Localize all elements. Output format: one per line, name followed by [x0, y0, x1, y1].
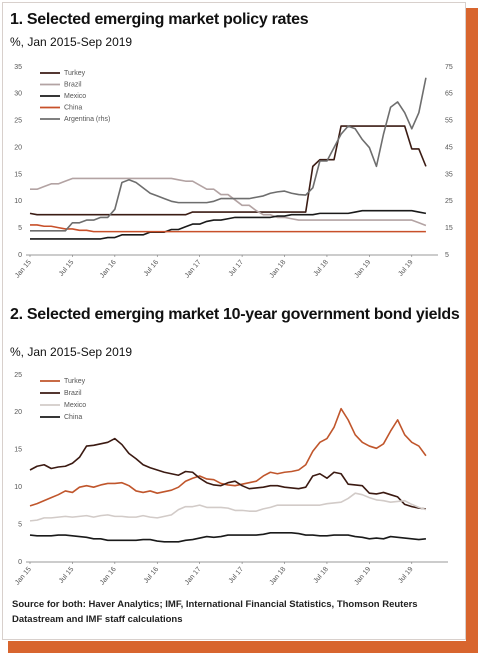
- legend-label: China: [64, 414, 82, 421]
- legend-label: Argentina (rhs): [64, 116, 110, 123]
- y-tick-label: 25: [14, 372, 22, 379]
- y-tick-label: 5: [18, 521, 22, 528]
- x-tick-label: Jan 17: [184, 566, 203, 587]
- x-tick-label: Jan 18: [269, 259, 288, 280]
- chart-subtitle: %, Jan 2015-Sep 2019: [10, 35, 133, 49]
- x-tick-label: Jul 16: [143, 259, 160, 278]
- legend-label: Brazil: [64, 390, 82, 397]
- series-line: [30, 209, 427, 240]
- series-line: [30, 177, 427, 227]
- series-line: [29, 125, 427, 216]
- panel: [2, 2, 466, 640]
- chart-subtitle: %, Jan 2015-Sep 2019: [10, 345, 133, 359]
- y2-tick-label: 15: [445, 225, 453, 232]
- y-tick-label: 20: [14, 409, 22, 416]
- series-line: [29, 492, 427, 522]
- y-tick-label: 15: [14, 171, 22, 178]
- y-tick-label: 20: [14, 144, 22, 151]
- x-tick-label: Jul 15: [58, 566, 75, 585]
- y-tick-label: 0: [18, 252, 22, 259]
- accent-strip: [8, 641, 478, 653]
- x-tick-label: Jan 15: [14, 566, 33, 587]
- y-tick-label: 10: [14, 484, 22, 491]
- x-tick-label: Jan 16: [99, 566, 118, 587]
- chart-title: 1. Selected emerging market policy rates: [10, 11, 309, 28]
- y-tick-label: 25: [14, 118, 22, 125]
- x-tick-label: Jul 17: [228, 259, 245, 278]
- x-tick-label: Jan 18: [269, 566, 288, 587]
- legend-label: Mexico: [64, 93, 86, 100]
- x-tick-label: Jul 16: [143, 566, 160, 585]
- x-tick-label: Jul 19: [397, 566, 414, 585]
- series-line: [29, 437, 427, 510]
- y-tick-label: 5: [18, 225, 22, 232]
- y2-tick-label: 35: [445, 171, 453, 178]
- y-tick-label: 15: [14, 447, 22, 454]
- x-tick-label: Jul 18: [313, 566, 330, 585]
- x-tick-label: Jan 17: [184, 259, 203, 280]
- x-tick-label: Jan 19: [353, 566, 372, 587]
- y-tick-label: 30: [14, 91, 22, 98]
- y2-tick-label: 75: [445, 64, 453, 71]
- y2-tick-label: 5: [445, 252, 449, 259]
- y-tick-label: 35: [14, 64, 22, 71]
- series-line: [29, 532, 427, 543]
- chart-title: 2. Selected emerging market 10-year gove…: [10, 306, 460, 323]
- x-tick-label: Jul 17: [228, 566, 245, 585]
- series-line: [30, 224, 426, 233]
- x-tick-label: Jan 19: [353, 259, 372, 280]
- x-tick-label: Jul 15: [58, 259, 75, 278]
- legend-label: Mexico: [64, 402, 86, 409]
- x-tick-label: Jan 15: [14, 259, 33, 280]
- legend-label: China: [64, 104, 82, 111]
- y2-tick-label: 45: [445, 144, 453, 151]
- y-tick-label: 0: [18, 559, 22, 566]
- x-tick-label: Jul 18: [313, 259, 330, 278]
- x-tick-label: Jan 16: [99, 259, 118, 280]
- y-tick-label: 10: [14, 198, 22, 205]
- series-line: [29, 407, 427, 507]
- source-note: Source for both: Haver Analytics; IMF, I…: [12, 599, 418, 625]
- accent-strip: [466, 8, 478, 652]
- x-tick-label: Jul 19: [397, 259, 414, 278]
- y2-tick-label: 55: [445, 118, 453, 125]
- legend-label: Turkey: [64, 378, 86, 385]
- legend-label: Brazil: [64, 81, 82, 88]
- y2-tick-label: 65: [445, 91, 453, 98]
- legend-label: Turkey: [64, 70, 86, 77]
- series-line: [30, 77, 427, 232]
- y2-tick-label: 25: [445, 198, 453, 205]
